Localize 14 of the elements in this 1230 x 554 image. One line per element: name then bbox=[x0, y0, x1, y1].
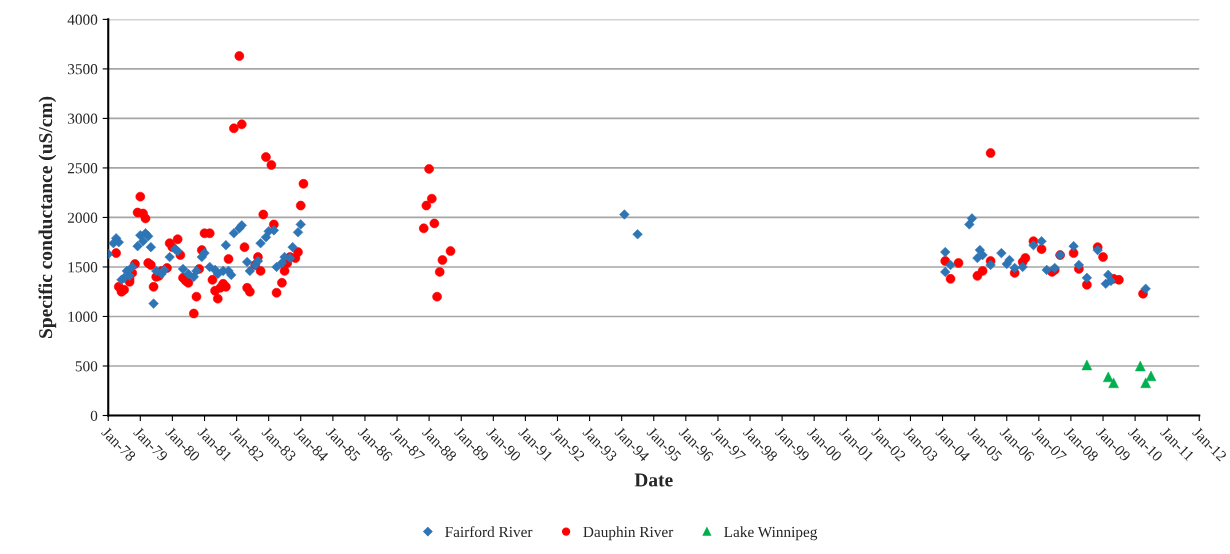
y-tick-label: 1000 bbox=[68, 311, 98, 322]
y-tick-label: 3500 bbox=[68, 64, 98, 75]
x-axis-title: Date bbox=[634, 473, 673, 487]
y-tick-label: 2000 bbox=[67, 212, 98, 223]
y-axis-title: Specific conductance (uS/cm) bbox=[38, 96, 57, 338]
y-tick-label: 2500 bbox=[67, 163, 98, 174]
legend-label: Fairford River bbox=[445, 526, 533, 538]
y-tick-label: 1500 bbox=[68, 262, 98, 273]
y-tick-label: 4000 bbox=[67, 14, 98, 25]
y-tick-label: 0 bbox=[90, 410, 98, 421]
legend-label: Dauphin River bbox=[583, 526, 674, 541]
y-tick-label: 3000 bbox=[68, 113, 98, 124]
legend-label: Lake Winnipeg bbox=[724, 526, 818, 541]
y-tick-label: 500 bbox=[75, 361, 98, 372]
